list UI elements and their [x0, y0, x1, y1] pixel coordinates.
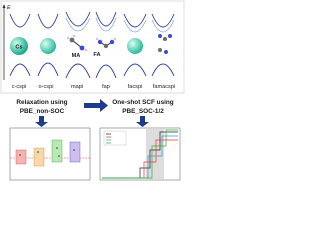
ma-molecule [66, 34, 88, 52]
step-text: Relaxation using [16, 99, 67, 106]
structure-label: mapi [71, 84, 83, 90]
band-curves-minor [65, 17, 175, 33]
fa-molecule [95, 37, 117, 49]
cation-sphere [127, 38, 143, 54]
box-plot [9, 127, 91, 181]
atom-label: Cs [15, 45, 22, 51]
structure-label: facspi [128, 84, 143, 90]
famacspi-molecules [158, 34, 172, 54]
atom-label: MA [72, 53, 81, 59]
structure-labels: c-cspi o-cspi mapi fap facspi famacspi [12, 84, 176, 90]
graphical-abstract: E Cs MA FA c-cspi o-cspi mapi fap facspi [0, 0, 185, 181]
structure-label: o-cspi [39, 84, 54, 90]
page: {"energy_axis_label": "E", "atoms": ["Cs… [0, 0, 185, 189]
step-text: One-shot SCF using [112, 99, 174, 106]
cs-sphere [10, 37, 28, 55]
energy-label: E [7, 5, 11, 11]
step-text: PBE_SOC-1/2 [122, 108, 164, 115]
structure-label: famacspi [153, 84, 175, 90]
step-text: PBE_non-SOC [20, 108, 65, 115]
workflow-arrows [35, 99, 149, 127]
axis-arrow [2, 4, 6, 8]
structure-label: c-cspi [12, 84, 27, 90]
step-plot [99, 127, 181, 181]
band-curves [9, 11, 175, 79]
band-panel [0, 0, 185, 94]
atom-label: FA [93, 52, 100, 58]
cation-sphere [40, 38, 56, 54]
structure-label: fap [102, 84, 110, 90]
